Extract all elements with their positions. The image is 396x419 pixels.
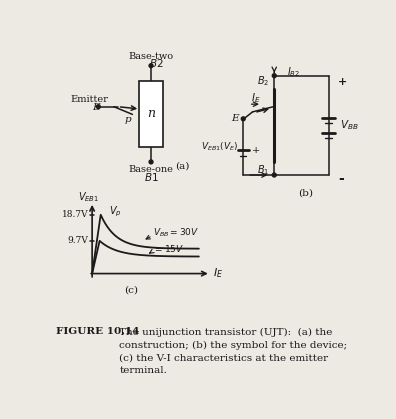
Text: (a): (a) (175, 161, 190, 170)
Text: $B_1$: $B_1$ (257, 163, 270, 176)
Circle shape (96, 105, 100, 109)
Text: E: E (231, 114, 239, 122)
Circle shape (149, 64, 153, 67)
Text: Base-two: Base-two (128, 52, 173, 61)
Text: $I_E$: $I_E$ (251, 91, 261, 105)
Text: Emitter: Emitter (70, 95, 108, 104)
Text: $B2$: $B2$ (149, 57, 163, 70)
Text: $=15V$: $=15V$ (152, 243, 184, 254)
Text: $B1$: $B1$ (144, 171, 158, 183)
Text: $V_{EB1}(V_E)$: $V_{EB1}(V_E)$ (201, 140, 239, 153)
Text: (b): (b) (298, 188, 313, 197)
Text: +: + (338, 75, 347, 87)
Text: $V_p$: $V_p$ (109, 204, 122, 219)
Text: 18.7V: 18.7V (62, 210, 88, 219)
Text: $B_2$: $B_2$ (257, 74, 270, 88)
Text: -: - (338, 172, 344, 186)
Circle shape (241, 117, 245, 121)
Text: The unijunction transistor (UJT):  (a) the
construction; (b) the symbol for the : The unijunction transistor (UJT): (a) th… (119, 328, 347, 375)
Text: E: E (92, 103, 100, 112)
Bar (139, 81, 164, 147)
Text: $V_{BB}=30V$: $V_{BB}=30V$ (152, 227, 199, 239)
Text: p: p (124, 115, 131, 124)
Text: $V_{EB1}$: $V_{EB1}$ (78, 191, 99, 204)
Text: +: + (252, 146, 260, 155)
Text: Base-one: Base-one (129, 165, 173, 174)
Text: (c): (c) (124, 286, 138, 295)
Circle shape (149, 160, 153, 164)
Text: 9.7V: 9.7V (67, 236, 88, 246)
Text: $V_{BB}$: $V_{BB}$ (340, 119, 359, 132)
Text: n: n (147, 107, 155, 120)
Circle shape (272, 74, 276, 78)
Text: $I_E$: $I_E$ (213, 266, 223, 280)
Circle shape (272, 173, 276, 177)
Text: FIGURE 10.14: FIGURE 10.14 (56, 328, 139, 336)
Text: $I_{B2}$: $I_{B2}$ (287, 65, 300, 79)
